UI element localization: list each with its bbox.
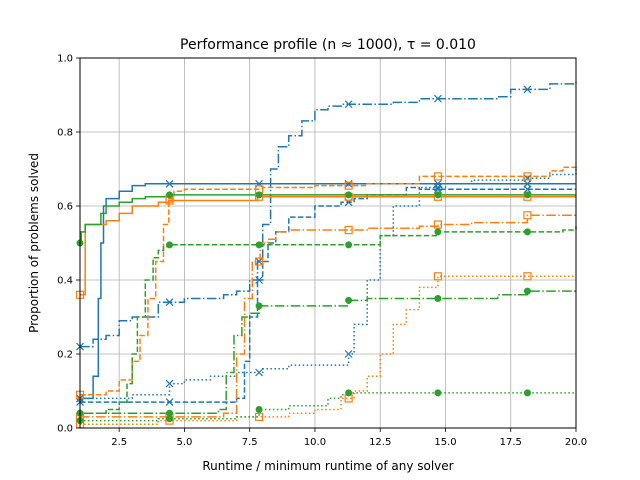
series-marker-x	[433, 179, 442, 188]
series-line-blue-dotted	[80, 169, 577, 400]
series-marker-x	[523, 174, 532, 183]
series-marker-square	[344, 181, 353, 190]
x-tick-label: 17.5	[500, 437, 522, 448]
series-marker-circle	[345, 296, 353, 304]
series-marker-circle	[345, 389, 353, 397]
series-marker-x	[344, 100, 353, 109]
series-marker-x	[165, 298, 174, 307]
series-marker-circle	[434, 389, 442, 397]
series-marker-circle	[434, 295, 442, 302]
x-tick-label: 5.0	[176, 437, 192, 448]
series-marker-circle	[255, 191, 263, 199]
chart-title: Performance profile (n ≈ 1000), τ = 0.01…	[180, 37, 476, 53]
y-tick-label: 0.2	[57, 350, 73, 361]
series-marker-circle	[166, 191, 174, 199]
series-marker-circle	[166, 415, 174, 423]
series-marker-square	[433, 172, 443, 181]
series-marker-circle	[255, 406, 263, 413]
series-marker-square	[523, 272, 532, 281]
y-tick-label: 0.8	[57, 128, 73, 139]
x-tick-label: 10.0	[304, 437, 326, 448]
series-marker-circle	[255, 241, 263, 249]
series-marker-circle	[255, 302, 263, 310]
x-axis-label: Runtime / minimum runtime of any solver	[202, 459, 453, 473]
y-tick-label: 0.0	[57, 424, 73, 435]
x-tick-label: 20.0	[565, 437, 587, 448]
series-marker-square	[523, 172, 532, 181]
series-marker-square	[254, 412, 264, 421]
series-line-blue-dashed	[80, 186, 576, 403]
series-marker-circle	[345, 191, 353, 199]
x-tick-label: 15.0	[434, 437, 456, 448]
y-axis-ticks: 0.0 0.2 0.4 0.6 0.8 1.0	[57, 54, 80, 435]
plot-frame	[79, 57, 577, 429]
series-line-orange-dashed	[80, 163, 577, 396]
series-marker-square	[523, 211, 532, 220]
series-marker-circle	[166, 241, 174, 249]
x-axis-ticks: 2.5 5.0 7.5 10.0 12.5 15.0 17.5 20.0	[111, 428, 587, 448]
series-marker-x	[255, 368, 264, 377]
series-marker-circle	[523, 191, 531, 199]
series-marker-circle	[523, 389, 531, 397]
series-marker-x	[165, 179, 174, 188]
y-tick-label: 0.4	[57, 276, 73, 287]
series-marker-circle	[523, 287, 531, 295]
series-marker-square	[433, 272, 443, 281]
series-marker-circle	[523, 228, 531, 236]
y-tick-label: 0.6	[57, 202, 73, 213]
series-marker-x	[165, 379, 174, 388]
series-marker-x	[255, 276, 264, 284]
x-tick-label: 12.5	[369, 437, 391, 448]
y-axis-label: Proportion of problems solved	[27, 153, 41, 333]
y-tick-label: 1.0	[57, 54, 73, 65]
series-line-orange-dotted	[80, 275, 576, 426]
series-line-orange-dashdot	[80, 214, 576, 418]
series-marker-x	[344, 350, 353, 358]
series-line-green-dotted	[80, 392, 576, 422]
series-marker-circle	[434, 191, 442, 199]
x-tick-label: 2.5	[111, 437, 127, 448]
series-marker-x	[523, 185, 532, 194]
series-marker-square	[344, 225, 353, 235]
series-marker-circle	[434, 228, 442, 236]
series-marker-x	[344, 179, 353, 188]
series-line-green-dashdot	[80, 290, 576, 414]
series-marker-x	[523, 179, 532, 188]
series-marker-x	[255, 257, 264, 266]
series-marker-x	[523, 85, 532, 94]
series-marker-x	[165, 398, 174, 407]
x-tick-label: 7.5	[242, 437, 258, 448]
series-marker-x	[433, 185, 442, 194]
series-marker-x	[433, 183, 442, 192]
series-marker-circle	[345, 241, 353, 249]
series-line-blue-dashdot	[80, 82, 577, 348]
series-marker-x	[433, 94, 442, 103]
series-marker-square	[254, 257, 264, 266]
series-marker-square	[433, 220, 443, 229]
